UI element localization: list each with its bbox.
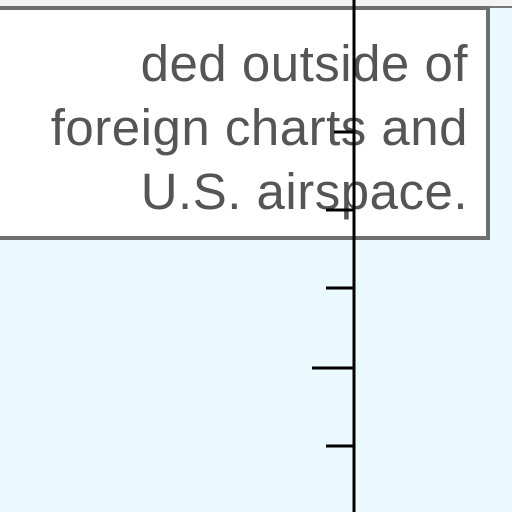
chart-note-line-2: foreign charts and	[50, 99, 468, 156]
chart-note-line-3: U.S. airspace.	[140, 163, 468, 220]
chart-note-box: ded outside of foreign charts and U.S. a…	[0, 6, 490, 240]
chart-note-text: ded outside of foreign charts and U.S. a…	[0, 32, 468, 224]
chart-note-line-1: ded outside of	[140, 35, 468, 92]
